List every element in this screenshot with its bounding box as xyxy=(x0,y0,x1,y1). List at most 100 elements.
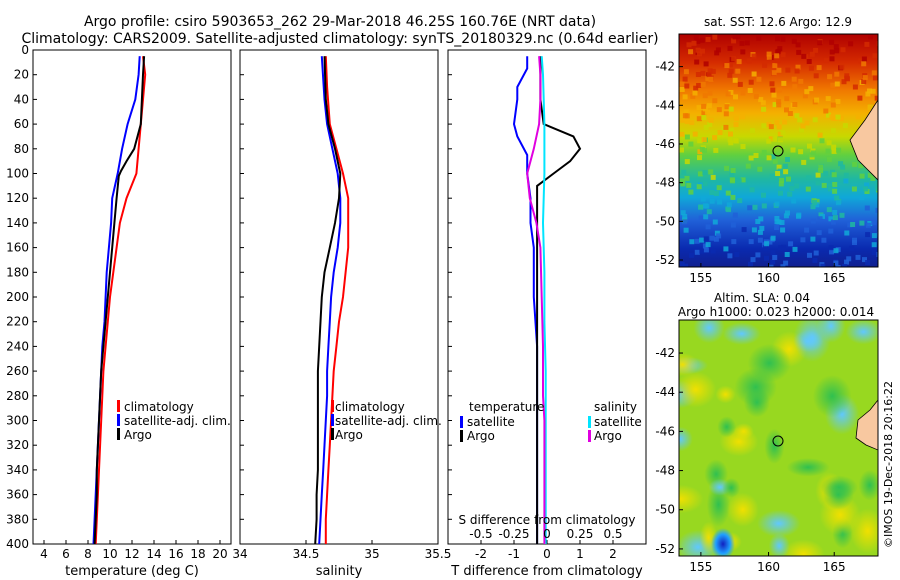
sst-pixel xyxy=(679,262,685,267)
sst-pixel xyxy=(748,79,754,85)
sst-pixel xyxy=(815,172,821,178)
sst-pixel xyxy=(835,114,841,120)
sst-pixel xyxy=(679,147,684,153)
sst-pixel xyxy=(752,204,758,210)
sst-pixel xyxy=(791,76,797,82)
sst-pixel xyxy=(780,36,786,42)
x-tick-label: 35 xyxy=(364,547,379,561)
sst-pixel xyxy=(862,257,867,263)
sst-pixel xyxy=(809,152,815,158)
sst-pixel xyxy=(702,243,708,249)
sst-pixel xyxy=(690,93,696,99)
sst-pixel xyxy=(810,218,816,224)
legend-label: satellite xyxy=(594,415,642,429)
sst-pixel xyxy=(843,178,849,184)
sla-anomaly xyxy=(786,458,830,477)
legend-swatch-s-argo xyxy=(588,430,591,442)
sst-pixel xyxy=(857,95,863,101)
sla-anomaly xyxy=(726,492,759,527)
temperature-x-axis: 4 6 8 10 12 14 16 18 20 xyxy=(40,540,228,561)
sst-pixel xyxy=(698,215,704,221)
sst-pixel xyxy=(801,159,807,165)
sst-pixel xyxy=(777,137,783,143)
sst-pixel xyxy=(689,239,695,245)
sst-pixel xyxy=(701,148,707,154)
sst-pixel xyxy=(813,250,819,256)
difference-x-label: T difference from climatology xyxy=(450,564,643,579)
sst-pixel xyxy=(696,105,702,111)
sst-pixel xyxy=(777,46,783,52)
sst-pixel xyxy=(784,96,790,102)
sst-pixel xyxy=(683,227,689,233)
sst-pixel xyxy=(806,175,812,181)
sst-pixel xyxy=(864,189,870,194)
sst-pixel xyxy=(757,237,763,243)
x-tick-label: 2 xyxy=(609,547,617,561)
sst-pixel xyxy=(766,138,772,144)
legend-swatch-argo xyxy=(331,428,334,440)
sst-pixel xyxy=(823,58,829,64)
sst-pixel xyxy=(735,34,741,39)
sst-pixel xyxy=(701,137,707,143)
sst-pixel xyxy=(865,222,871,228)
figure-title-line2: Climatology: CARS2009. Satellite-adjuste… xyxy=(21,31,658,47)
sst-pixel xyxy=(697,138,703,144)
sst-pixel xyxy=(835,200,841,206)
sst-pixel xyxy=(826,112,831,118)
sst-pixel xyxy=(867,88,872,94)
sst-pixel xyxy=(749,187,755,193)
sst-pixel xyxy=(750,128,755,134)
sst-pixel xyxy=(696,116,702,122)
legend-swatch-s-satellite xyxy=(588,416,591,428)
sst-pixel xyxy=(818,164,824,170)
sst-pixel xyxy=(775,49,781,55)
sst-pixel xyxy=(684,159,690,165)
sst-pixel xyxy=(727,72,733,78)
sst-pixel xyxy=(693,35,699,41)
sst-pixel xyxy=(774,53,780,59)
sla-anomaly xyxy=(717,416,737,438)
sst-pixel xyxy=(833,248,839,254)
depth-tick-label: 260 xyxy=(6,364,29,378)
sst-pixel xyxy=(776,87,782,93)
sst-pixel xyxy=(709,190,715,195)
sst-pixel xyxy=(756,76,762,82)
sst-pixel xyxy=(796,213,801,219)
sst-pixel xyxy=(835,99,841,104)
series-line-argo xyxy=(93,56,146,545)
sst-pixel xyxy=(834,195,840,201)
sla-anomaly xyxy=(679,426,693,452)
sst-pixel xyxy=(778,245,784,251)
sst-pixel xyxy=(817,40,823,46)
sst-pixel xyxy=(769,173,775,179)
temperature-series xyxy=(92,56,147,545)
sst-pixel xyxy=(783,213,789,219)
x-tick-label: 34 xyxy=(232,547,247,561)
sst-pixel xyxy=(817,132,823,138)
sst-pixel xyxy=(851,186,857,192)
sst-pixel xyxy=(705,37,711,42)
sst-pixel xyxy=(770,154,776,160)
sst-pixel xyxy=(835,265,841,267)
map-x-tick-label: 155 xyxy=(689,560,712,574)
sst-pixel xyxy=(812,200,817,206)
map-x-tick-label: 160 xyxy=(757,560,780,574)
sst-pixel xyxy=(744,40,750,46)
sst-pixel xyxy=(703,236,709,242)
salinity-legend: climatology satellite-adj. clim. Argo xyxy=(331,400,442,442)
difference-x-axis: -2 -1 0 1 2 xyxy=(475,540,617,561)
sst-pixel xyxy=(845,76,850,82)
sst-pixel xyxy=(709,235,715,241)
sst-pixel xyxy=(844,230,850,236)
sst-pixel xyxy=(807,252,812,258)
sla-anomaly xyxy=(822,479,854,510)
sst-pixel xyxy=(808,65,814,71)
x-tick-label: 0 xyxy=(543,547,551,561)
sst-pixel xyxy=(726,202,732,208)
sst-pixel xyxy=(821,182,827,188)
sst-pixel xyxy=(717,130,723,136)
sst-pixel xyxy=(728,90,734,95)
sla-anomaly xyxy=(679,371,717,408)
sst-pixel xyxy=(689,120,695,125)
sst-pixel xyxy=(839,212,845,218)
